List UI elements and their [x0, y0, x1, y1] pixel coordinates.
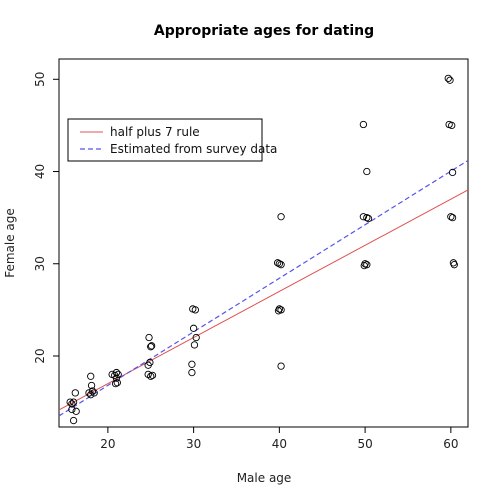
y-tick-label: 40	[33, 164, 47, 179]
x-axis-label: Male age	[237, 471, 292, 485]
data-point	[273, 259, 282, 267]
regression-lines	[58, 159, 469, 417]
data-point	[88, 387, 97, 395]
data-point	[444, 74, 452, 83]
series-line-1	[58, 159, 469, 417]
data-point	[448, 213, 457, 222]
x-tick-label: 40	[272, 437, 287, 451]
legend-label-survey: Estimated from survey data	[110, 142, 277, 156]
data-point	[190, 341, 199, 349]
data-point	[111, 380, 120, 388]
data-point	[68, 405, 76, 414]
data-point	[188, 360, 196, 368]
y-axis-label: Female age	[3, 208, 17, 278]
data-point	[188, 368, 196, 377]
x-axis: 20 30 40 50 60	[100, 427, 458, 451]
data-point	[189, 324, 198, 332]
data-point	[69, 398, 78, 406]
data-point	[87, 391, 95, 399]
data-point	[359, 120, 368, 129]
data-point	[90, 389, 98, 397]
data-point	[274, 307, 283, 315]
data-point	[145, 333, 153, 342]
data-point	[359, 213, 368, 221]
data-point	[364, 214, 373, 223]
data-point	[112, 368, 121, 377]
y-axis: 20 30 40 50	[33, 72, 59, 364]
data-point	[148, 371, 157, 380]
data-point	[85, 389, 93, 397]
legend-label-half-plus-7: half plus 7 rule	[110, 125, 200, 139]
data-point	[447, 213, 455, 221]
data-point	[69, 416, 78, 425]
data-point	[448, 168, 457, 177]
legend: half plus 7 rule Estimated from survey d…	[67, 118, 277, 162]
data-point	[363, 167, 371, 176]
data-point	[144, 361, 152, 369]
chart-title: Appropriate ages for dating	[154, 23, 374, 39]
data-point	[363, 213, 371, 222]
data-point	[87, 381, 96, 390]
data-point	[147, 342, 156, 350]
data-point	[68, 400, 76, 408]
y-tick-label: 50	[33, 72, 47, 87]
legend-box	[67, 118, 263, 162]
data-point	[277, 213, 285, 221]
data-point	[277, 261, 285, 269]
data-point	[114, 370, 122, 379]
data-point	[450, 261, 458, 269]
data-point	[147, 372, 155, 380]
data-point	[277, 362, 285, 370]
data-point	[192, 333, 200, 342]
data-point	[71, 389, 79, 397]
x-tick-label: 20	[100, 437, 115, 451]
data-point	[87, 372, 95, 380]
data-point	[360, 261, 368, 270]
data-point	[446, 76, 454, 84]
data-point	[113, 379, 121, 387]
x-tick-label: 30	[186, 437, 201, 451]
x-tick-label: 50	[357, 437, 372, 451]
data-point	[66, 398, 74, 406]
data-point	[147, 343, 155, 351]
data-point	[448, 121, 456, 130]
plot-frame	[58, 58, 469, 428]
data-point	[72, 407, 80, 415]
data-points	[66, 74, 458, 425]
data-point	[275, 260, 284, 268]
y-tick-label: 30	[33, 256, 47, 271]
data-point	[112, 374, 121, 382]
data-point	[191, 306, 199, 314]
y-tick-label: 20	[33, 348, 47, 363]
x-tick-label: 60	[443, 437, 458, 451]
